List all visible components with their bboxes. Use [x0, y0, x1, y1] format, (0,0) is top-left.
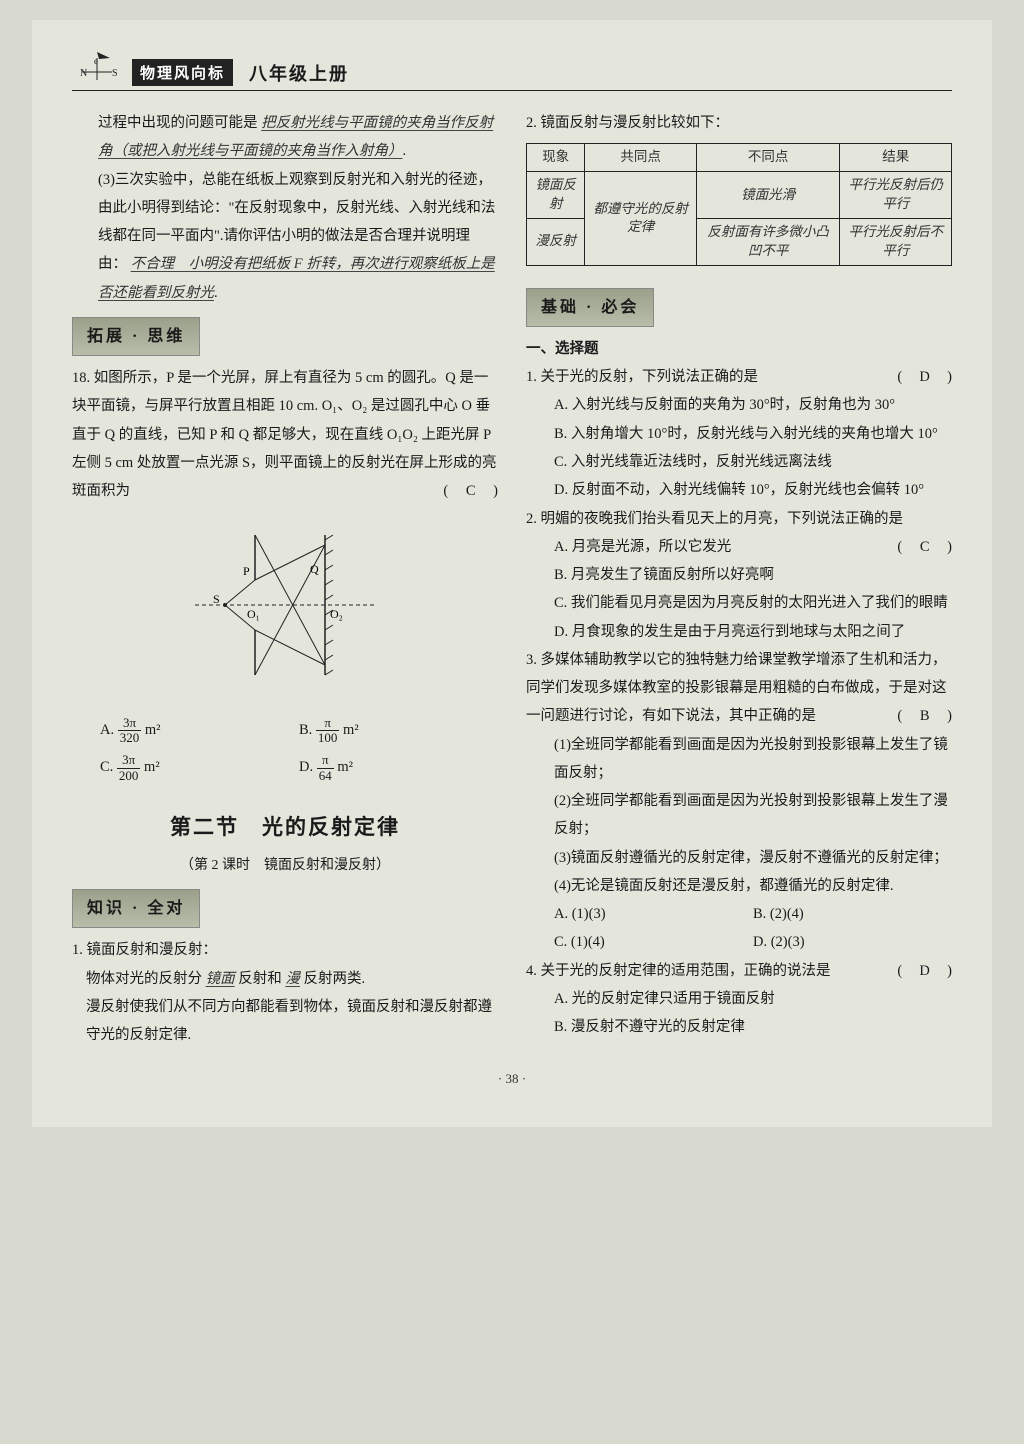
comparison-table: 现象 共同点 不同点 结果 镜面反射 都遵守光的反射定律 镜面光滑 平行光反射后…	[526, 143, 952, 265]
option: B. 月亮发生了镜面反射所以好亮啊	[554, 561, 952, 589]
statement: (3)镜面反射遵循光的反射定律，漫反射不遵循光的反射定律；	[554, 844, 952, 872]
subsection-head: 一、选择题	[526, 335, 952, 363]
answer-letter: B	[917, 702, 933, 730]
svg-text:S: S	[112, 68, 118, 79]
text: 漫反射使我们从不同方向都能看到物体，镜面反射和漫反射都遵守光的反射定律.	[72, 993, 498, 1050]
question-4: 4. 关于光的反射定律的适用范围，正确的说法是 ( D ) A. 光的反射定律只…	[526, 957, 952, 1042]
option: A. (1)(3)	[554, 900, 753, 928]
svg-text:P: P	[243, 564, 250, 578]
banner-zhishi: 知识 · 全对	[72, 889, 200, 928]
option: D. 反射面不动，入射光线偏转 10°，反射光线也会偏转 10°	[554, 476, 952, 504]
option: A. 月亮是光源，所以它发光	[554, 533, 952, 561]
q-number: 18.	[72, 370, 90, 386]
statement: (1)全班同学都能看到画面是因为光投射到投影银幕上发生了镜面反射；	[554, 731, 952, 788]
th-phenomenon: 现象	[527, 144, 585, 172]
question-18: 18. 如图所示，P 是一个光屏，屏上有直径为 5 cm 的圆孔。Q 是一块平面…	[72, 364, 498, 505]
option: A. 光的反射定律只适用于镜面反射	[554, 985, 952, 1013]
num: 1.	[72, 942, 83, 958]
answer-letter: D	[917, 363, 933, 391]
two-column-layout: 过程中出现的问题可能是 把反射光线与平面镜的夹角当作反射角（或把入射光线与平面镜…	[72, 109, 952, 1049]
option-A: A. 3π320 m²	[100, 716, 299, 746]
cell: 反射面有许多微小凸凹不平	[696, 218, 839, 265]
svg-text:Q: Q	[310, 562, 319, 576]
page-number: · 38 ·	[72, 1071, 952, 1087]
option: A. 入射光线与反射面的夹角为 30°时，反射角也为 30°	[554, 391, 952, 419]
cell: 都遵守光的反射定律	[585, 172, 697, 266]
cell: 镜面反射	[527, 172, 585, 219]
right-column: 2. 镜面反射与漫反射比较如下： 现象 共同点 不同点 结果 镜面反射 都遵守光…	[526, 109, 952, 1049]
section-subtitle: （第 2 课时 镜面反射和漫反射）	[72, 852, 498, 879]
question-3: 3. 多媒体辅助教学以它的独特魅力给课堂教学增添了生机和活力，同学们发现多媒体教…	[526, 646, 952, 957]
option-C: C. 3π200 m²	[100, 753, 299, 783]
section-2-heading: 第二节 光的反射定律 （第 2 课时 镜面反射和漫反射）	[72, 807, 498, 879]
q-text: 如图所示，P 是一个光屏，屏上有直径为 5 cm 的圆孔。Q 是一块平面镜，与屏…	[72, 370, 497, 499]
option-D: D. π64 m²	[299, 753, 498, 783]
option: B. 入射角增大 10°时，反射光线与入射光线的夹角也增大 10°	[554, 420, 952, 448]
option: D. (2)(3)	[753, 928, 952, 956]
cell: 平行光反射后仍平行	[840, 172, 952, 219]
comparison-intro: 2. 镜面反射与漫反射比较如下：	[526, 109, 952, 137]
continuation-paragraph: 过程中出现的问题可能是 把反射光线与平面镜的夹角当作反射角（或把入射光线与平面镜…	[72, 109, 498, 166]
section-title: 第二节 光的反射定律	[72, 807, 498, 848]
option-B: B. π100 m²	[299, 716, 498, 746]
svg-text:e: e	[94, 56, 98, 66]
answer-letter: C	[463, 477, 479, 505]
th-diff: 不同点	[696, 144, 839, 172]
svg-text:O₁: O₁	[247, 607, 260, 621]
option: D. 月食现象的发生是由于月亮运行到地球与太阳之间了	[554, 618, 952, 646]
question-1: 1. 关于光的反射，下列说法正确的是 ( D ) A. 入射光线与反射面的夹角为…	[526, 363, 952, 504]
svg-text:O₂: O₂	[330, 607, 343, 621]
compass-icon: N e S	[72, 50, 122, 86]
statement: (2)全班同学都能看到画面是因为光投射到投影银幕上发生了漫反射；	[554, 787, 952, 844]
banner-tuozhan: 拓展 · 思维	[72, 317, 200, 356]
option: C. (1)(4)	[554, 928, 753, 956]
answer-paren: ( C )	[443, 477, 498, 505]
cell: 平行光反射后不平行	[840, 218, 952, 265]
page-header: N e S 物理风向标 八年级上册	[72, 50, 952, 91]
optics-diagram: S O₁ O₂ P Q	[72, 515, 498, 705]
title: 镜面反射和漫反射：	[87, 942, 218, 958]
option: C. 入射光线靠近法线时，反射光线远离法线	[554, 448, 952, 476]
option: B. (2)(4)	[753, 900, 952, 928]
cell: 镜面光滑	[696, 172, 839, 219]
th-common: 共同点	[585, 144, 697, 172]
cell: 漫反射	[527, 218, 585, 265]
th-result: 结果	[840, 144, 952, 172]
svg-text:N: N	[80, 68, 87, 79]
answer-letter: D	[917, 957, 933, 985]
textbook-page: N e S 物理风向标 八年级上册 过程中出现的问题可能是 把反射光线与平面镜的…	[32, 20, 992, 1127]
grade-label: 八年级上册	[249, 60, 349, 86]
sub-question-3: (3)三次实验中，总能在纸板上观察到反射光和入射光的径迹，由此小明得到结论："在…	[72, 166, 498, 307]
statement: (4)无论是镜面反射还是漫反射，都遵循光的反射定律.	[554, 872, 952, 900]
question-2: 2. 明媚的夜晚我们抬头看见天上的月亮，下列说法正确的是 ( C ) A. 月亮…	[526, 505, 952, 646]
answer-underline: 不合理 小明没有把纸板 F 折转，再次进行观察纸板上是否还能看到反射光	[98, 256, 495, 300]
option: B. 漫反射不遵守光的反射定律	[554, 1013, 952, 1041]
left-column: 过程中出现的问题可能是 把反射光线与平面镜的夹角当作反射角（或把入射光线与平面镜…	[72, 109, 498, 1049]
svg-text:S: S	[213, 592, 220, 606]
blank-2: 漫	[285, 971, 300, 987]
banner-jichu: 基础 · 必会	[526, 288, 654, 327]
knowledge-item-1: 1. 镜面反射和漫反射： 物体对光的反射分 镜面 反射和 漫 反射两类. 漫反射…	[72, 936, 498, 1049]
text: 过程中出现的问题可能是	[98, 115, 258, 131]
q18-options: A. 3π320 m² B. π100 m² C. 3π200 m² D. π6…	[72, 716, 498, 783]
option: C. 我们能看见月亮是因为月亮反射的太阳光进入了我们的眼睛	[554, 589, 952, 617]
answer-letter: C	[917, 533, 933, 561]
series-badge: 物理风向标	[132, 59, 233, 86]
blank-1: 镜面	[206, 971, 235, 987]
